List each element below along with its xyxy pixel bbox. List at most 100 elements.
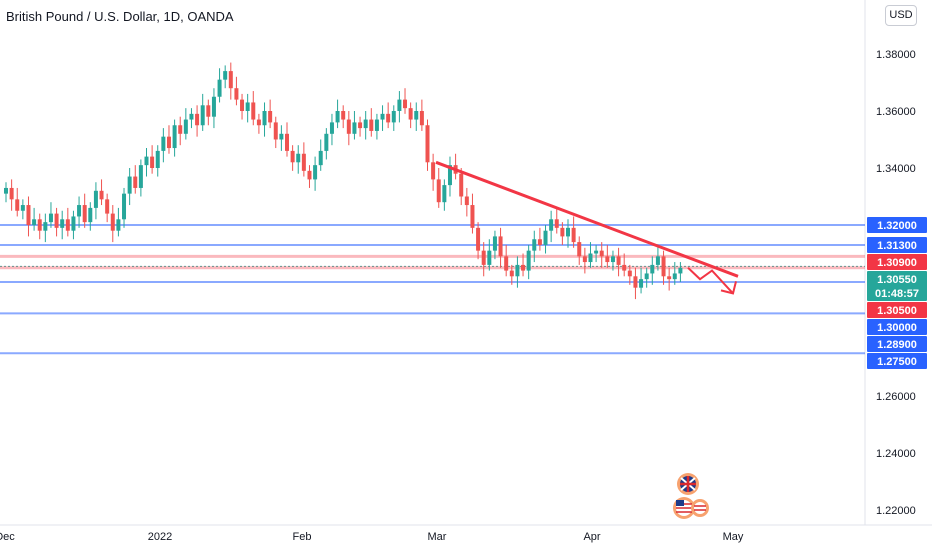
candle-body[interactable]	[537, 239, 542, 245]
candle-body[interactable]	[622, 264, 627, 271]
candle-body[interactable]	[509, 270, 514, 277]
candle-body[interactable]	[487, 250, 492, 265]
candle-body[interactable]	[464, 196, 469, 206]
candle-body[interactable]	[133, 176, 138, 188]
currency-button[interactable]: USD	[885, 5, 917, 26]
candle-body[interactable]	[122, 193, 127, 220]
candle-body[interactable]	[77, 205, 82, 217]
candle-body[interactable]	[99, 190, 104, 200]
candle-body[interactable]	[582, 256, 587, 263]
candle-body[interactable]	[515, 264, 520, 277]
candle-body[interactable]	[48, 213, 53, 223]
candle-body[interactable]	[655, 256, 660, 265]
candle-body[interactable]	[251, 102, 256, 120]
candle-body[interactable]	[414, 111, 419, 120]
candle-body[interactable]	[639, 279, 644, 288]
candle-body[interactable]	[425, 125, 430, 163]
candle-body[interactable]	[678, 267, 683, 274]
candle-body[interactable]	[268, 111, 273, 123]
candle-body[interactable]	[352, 122, 357, 134]
candle-body[interactable]	[150, 156, 155, 168]
candle-body[interactable]	[105, 199, 110, 214]
candle-body[interactable]	[374, 119, 379, 131]
candle-body[interactable]	[661, 256, 666, 277]
candle-body[interactable]	[116, 219, 121, 231]
candle-body[interactable]	[605, 256, 610, 263]
candle-body[interactable]	[644, 273, 649, 280]
candle-body[interactable]	[419, 111, 424, 126]
trendline[interactable]	[435, 160, 739, 278]
candle-body[interactable]	[616, 256, 621, 265]
candle-body[interactable]	[26, 205, 31, 225]
candle-body[interactable]	[560, 227, 565, 237]
candle-body[interactable]	[200, 105, 205, 126]
candle-body[interactable]	[318, 150, 323, 166]
candle-body[interactable]	[195, 113, 200, 126]
candle-body[interactable]	[650, 264, 655, 274]
candle-body[interactable]	[4, 187, 8, 194]
candle-body[interactable]	[403, 99, 408, 109]
candle-body[interactable]	[32, 219, 37, 225]
candle-body[interactable]	[532, 239, 537, 251]
candle-body[interactable]	[369, 119, 374, 131]
candle-body[interactable]	[301, 153, 306, 171]
candle-body[interactable]	[492, 236, 497, 251]
candle-body[interactable]	[285, 133, 289, 151]
candle-body[interactable]	[335, 111, 340, 123]
candle-body[interactable]	[341, 111, 346, 120]
candle-body[interactable]	[627, 270, 632, 277]
candle-body[interactable]	[144, 156, 149, 166]
candle-body[interactable]	[431, 162, 436, 180]
candle-body[interactable]	[566, 227, 570, 237]
candle-body[interactable]	[391, 111, 396, 123]
candle-body[interactable]	[436, 179, 441, 203]
candle-body[interactable]	[178, 125, 183, 134]
candle-body[interactable]	[161, 136, 166, 151]
candle-body[interactable]	[273, 122, 278, 140]
candle-body[interactable]	[279, 133, 284, 140]
candle-body[interactable]	[554, 219, 559, 228]
candle-body[interactable]	[217, 79, 222, 97]
candle-body[interactable]	[498, 236, 503, 257]
candle-body[interactable]	[313, 165, 318, 180]
candle-body[interactable]	[324, 133, 329, 151]
candle-body[interactable]	[127, 176, 132, 194]
candle-body[interactable]	[228, 71, 233, 89]
candle-body[interactable]	[240, 99, 245, 111]
candle-body[interactable]	[245, 102, 250, 111]
candle-body[interactable]	[549, 219, 554, 231]
candle-body[interactable]	[172, 125, 177, 149]
candle-body[interactable]	[346, 119, 351, 134]
candle-body[interactable]	[223, 71, 228, 80]
candle-body[interactable]	[60, 219, 65, 228]
candle-body[interactable]	[71, 216, 76, 231]
forecast-path[interactable]	[687, 267, 734, 295]
candle-body[interactable]	[521, 264, 526, 271]
candle-body[interactable]	[470, 205, 475, 228]
candle-body[interactable]	[65, 219, 70, 231]
candle-body[interactable]	[290, 150, 295, 163]
candle-body[interactable]	[155, 150, 160, 168]
candle-body[interactable]	[15, 199, 20, 211]
candle-body[interactable]	[459, 173, 464, 197]
candle-body[interactable]	[594, 250, 599, 254]
candle-body[interactable]	[633, 276, 638, 288]
candle-body[interactable]	[504, 256, 509, 271]
candle-body[interactable]	[543, 230, 548, 245]
candle-body[interactable]	[234, 88, 239, 100]
candle-body[interactable]	[9, 187, 14, 200]
candle-body[interactable]	[110, 213, 115, 231]
candle-body[interactable]	[526, 250, 531, 271]
candle-body[interactable]	[20, 205, 25, 211]
candle-body[interactable]	[408, 108, 413, 120]
candle-body[interactable]	[667, 276, 672, 280]
candle-body[interactable]	[211, 96, 216, 117]
candle-body[interactable]	[610, 256, 615, 263]
candle-body[interactable]	[93, 190, 98, 208]
candle-body[interactable]	[358, 122, 363, 129]
candle-body[interactable]	[442, 185, 447, 203]
candle-body[interactable]	[43, 222, 48, 231]
candle-body[interactable]	[447, 165, 452, 186]
candle-body[interactable]	[82, 205, 87, 223]
candle-body[interactable]	[307, 170, 312, 180]
